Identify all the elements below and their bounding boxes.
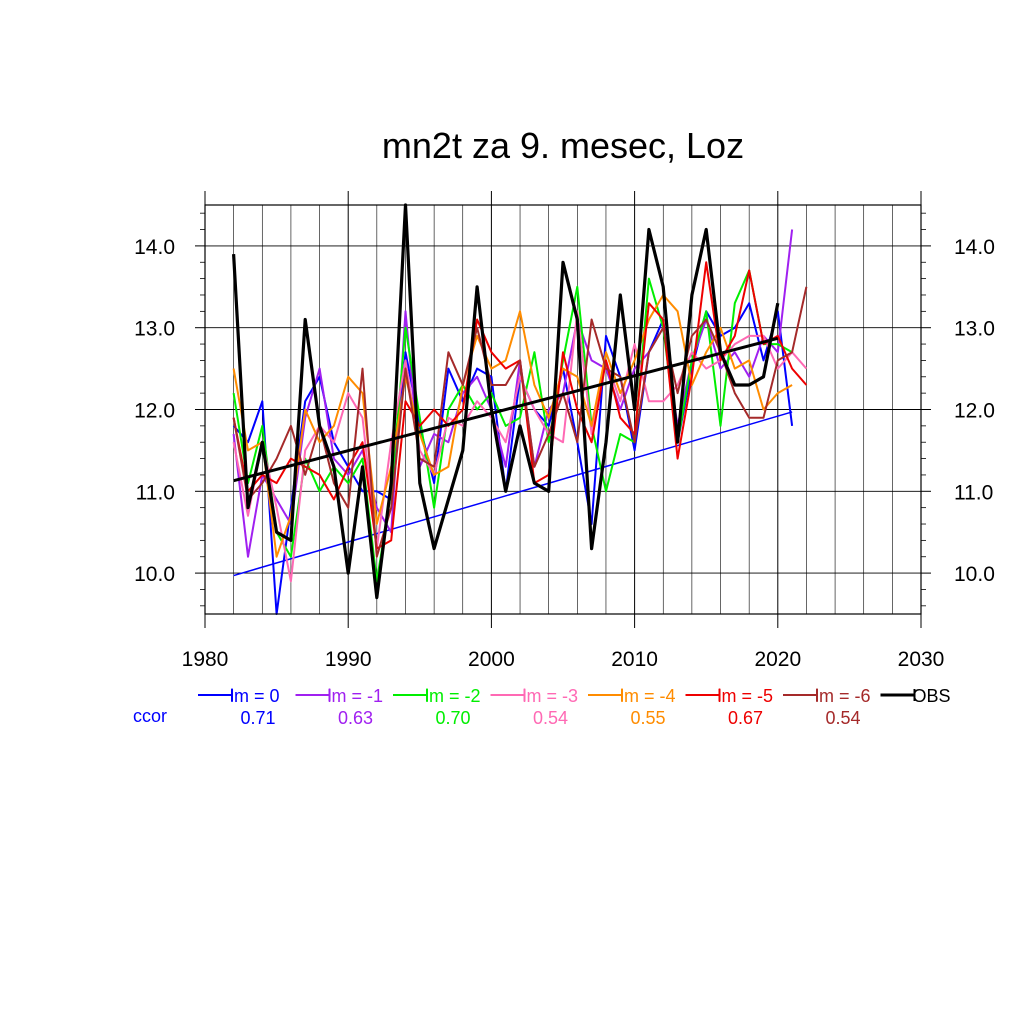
legend-label: lm = -3 [523, 686, 579, 706]
x-tick-label: 2030 [898, 648, 945, 671]
legend-ccor-value: 0.67 [728, 708, 763, 728]
x-tick-label: 2010 [611, 648, 658, 671]
x-tick-label: 2020 [754, 648, 801, 671]
series-line-3 [232, 310, 808, 583]
y-tick-label-right: 11.0 [954, 481, 993, 504]
chart-title: mn2t za 9. mesec, Loz [382, 125, 744, 166]
legend-ccor-value: 0.55 [630, 708, 665, 728]
legend-ccor-value: 0.54 [825, 708, 860, 728]
legend-label: lm = -2 [425, 686, 481, 706]
series-line-7 [232, 203, 780, 600]
legend-label: lm = -1 [328, 686, 384, 706]
legend-label: OBS [913, 686, 951, 706]
legend-ccor-value: 0.71 [240, 708, 275, 728]
legend-label: lm = -5 [718, 686, 774, 706]
legend-ccor-value: 0.54 [533, 708, 568, 728]
legend-label: lm = -6 [815, 686, 871, 706]
y-tick-label-right: 12.0 [954, 400, 995, 423]
x-tick-label: 1990 [325, 648, 372, 671]
legend-label: lm = 0 [230, 686, 280, 706]
y-tick-label: 10.0 [134, 563, 175, 586]
legend-label: lm = -4 [620, 686, 676, 706]
ccor-label: ccor [133, 706, 167, 726]
y-tick-label-right: 10.0 [954, 563, 995, 586]
x-tick-label: 1980 [182, 648, 229, 671]
legend-ccor-value: 0.63 [338, 708, 373, 728]
series-line-2 [232, 269, 793, 583]
y-tick-label: 13.0 [134, 318, 175, 341]
legend: ccor lm = 00.71 lm = -10.63 lm = -20.70 lm =… [133, 686, 951, 728]
series-line-4 [232, 294, 793, 558]
trend-line-0 [233, 411, 793, 577]
series-line-6 [232, 286, 808, 558]
y-tick-label-right: 14.0 [954, 236, 995, 259]
y-tick-label: 11.0 [136, 481, 175, 504]
trend-line-7 [233, 336, 779, 483]
y-tick-label: 12.0 [134, 400, 175, 423]
axis-ticks: 1980 1990 2000 2010 2020 2030 10.0 10.0 11.0 11.0… [134, 191, 995, 671]
series-layer [232, 203, 808, 615]
y-tick-label-right: 13.0 [954, 318, 995, 341]
y-tick-label: 14.0 [134, 236, 175, 259]
x-tick-label: 2000 [468, 648, 515, 671]
legend-ccor-value: 0.70 [435, 708, 470, 728]
